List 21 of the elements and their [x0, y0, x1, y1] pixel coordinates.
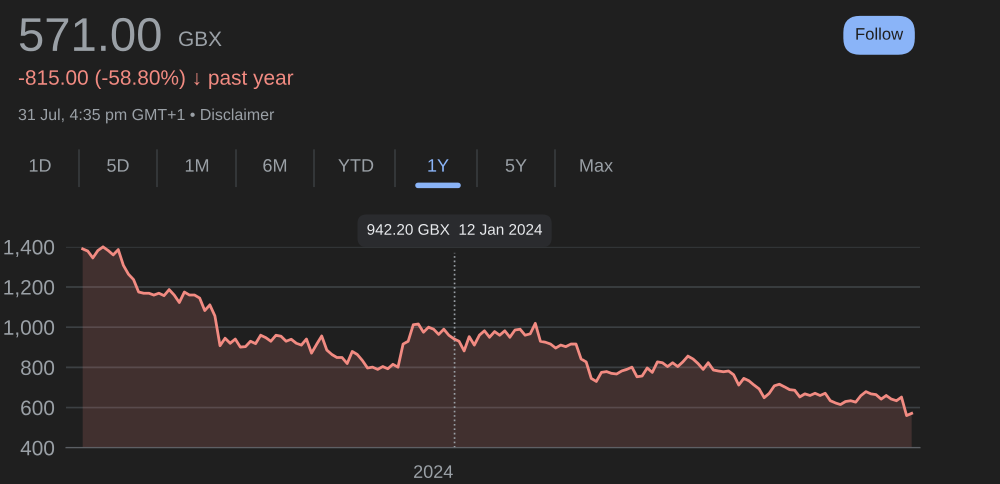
text: 1D: [30, 159, 51, 172]
y-tick-label: 400: [20, 440, 54, 456]
text: Max: [580, 159, 613, 172]
text: 6M: [263, 159, 286, 172]
y-tick-label: 1,200: [4, 280, 54, 298]
chart-subtitle: -815.00 (-58.80%) ↓ past year: [18, 70, 294, 90]
text: 5D: [107, 159, 129, 172]
chart-title: 571.00: [20, 18, 161, 52]
text: 1Y: [428, 159, 449, 172]
y-tick-label: 1,000: [4, 320, 54, 338]
y-tick-label: 800: [21, 360, 54, 376]
text: Follow: [856, 28, 904, 40]
text: 942.20 GBX 12 Jan 2024: [367, 224, 542, 235]
text: 31 Jul, 4:35 pm GMT+1 • Disclaimer: [18, 108, 274, 124]
y-tick-label: 1,400: [4, 240, 54, 258]
text: 2024: [414, 465, 453, 478]
y-tick-label: 600: [21, 400, 54, 416]
text: GBX: [179, 31, 222, 46]
text: YTD: [338, 159, 374, 172]
text: 1M: [186, 159, 208, 172]
text: 5Y: [506, 159, 527, 172]
